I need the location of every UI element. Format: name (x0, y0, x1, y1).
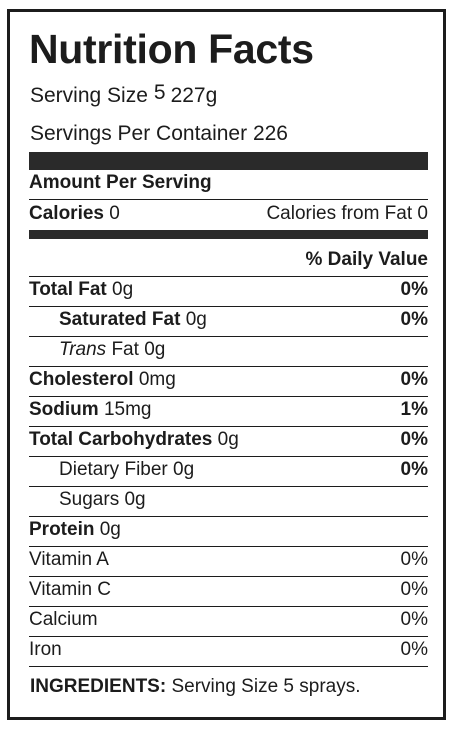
nutrient-dv: 0% (400, 369, 428, 390)
nutrient-amount: 0g (99, 519, 121, 540)
calories-from-fat: Calories from Fat 0 (266, 203, 428, 225)
nutrient-name-italic: Trans (59, 339, 107, 360)
nutrient-dv: 0% (400, 279, 428, 300)
nutrient-name: Sodium (29, 399, 99, 420)
nutrient-row: Dietary Fiber 0g 0% (29, 457, 428, 487)
vitamin-name: Vitamin A (29, 549, 109, 570)
servings-per-container-label: Servings Per Container (30, 122, 248, 145)
vitamin-row: Vitamin C 0% (29, 577, 428, 607)
label-title: Nutrition Facts (29, 26, 314, 72)
nutrient-row: Total Carbohydrates 0g 0% (29, 427, 428, 457)
vitamin-name: Calcium (29, 609, 98, 630)
vitamin-row: Calcium 0% (29, 607, 428, 637)
nutrient-row: Saturated Fat 0g 0% (29, 307, 428, 337)
nutrient-row: Total Fat 0g 0% (29, 277, 428, 307)
vitamin-row: Vitamin A 0% (29, 547, 428, 577)
thick-divider (29, 152, 428, 170)
servings-per-container-value: 226 (252, 122, 288, 145)
vitamin-row: Iron 0% (29, 637, 428, 667)
nutrient-name: Total Carbohydrates (29, 429, 213, 450)
vitamin-dv: 0% (400, 579, 428, 600)
nutrient-row: Trans Fat 0g (29, 337, 428, 367)
vitamin-name: Iron (29, 639, 62, 660)
ingredients-text: Serving Size 5 sprays. (171, 676, 361, 697)
serving-size-value: 227g (170, 84, 218, 107)
nutrient-row: Cholesterol 0mg 0% (29, 367, 428, 397)
nutrient-amount: 0g (173, 459, 195, 480)
calories-row: Calories 0 Calories from Fat 0 (29, 200, 428, 230)
nutrient-amount: 0g (112, 279, 134, 300)
nutrient-dv: 0% (400, 429, 428, 450)
nutrient-name: Fat (111, 339, 139, 360)
vitamin-dv: 0% (400, 549, 428, 570)
vitamin-dv: 0% (400, 639, 428, 660)
nutrient-dv: 0% (400, 459, 428, 480)
nutrient-name: Saturated Fat (59, 309, 181, 330)
nutrient-row: Sugars 0g (29, 487, 428, 517)
nutrient-row: Sodium 15mg 1% (29, 397, 428, 427)
calories-value: 0 (109, 203, 120, 224)
amount-per-serving-row: Amount Per Serving (29, 170, 428, 200)
serving-size-marker: 5 (153, 81, 166, 104)
servings-per-container: Servings Per Container 226 (30, 122, 288, 146)
calories-from-fat-label: Calories from Fat (266, 203, 413, 224)
vitamin-dv: 0% (400, 609, 428, 630)
nutrient-amount: 0g (185, 309, 207, 330)
medium-divider (29, 230, 428, 239)
calories-label: Calories (29, 203, 104, 224)
nutrition-label: Nutrition Facts Serving Size 5 227g Servin… (7, 9, 446, 720)
amount-per-serving: Amount Per Serving (29, 172, 212, 193)
calories: Calories 0 (29, 203, 120, 225)
nutrient-amount: 0g (144, 339, 166, 360)
serving-size-label: Serving Size (30, 84, 148, 107)
daily-value-header: % Daily Value (305, 249, 428, 270)
daily-value-header-row: % Daily Value (29, 247, 428, 277)
nutrient-dv: 0% (400, 309, 428, 330)
nutrient-amount: 0g (124, 489, 146, 510)
nutrient-amount: 0mg (138, 369, 176, 390)
nutrient-name: Dietary Fiber (59, 459, 168, 480)
vitamin-name: Vitamin C (29, 579, 112, 600)
nutrient-name: Sugars (59, 489, 120, 510)
nutrient-row: Protein 0g (29, 517, 428, 547)
nutrient-name: Cholesterol (29, 369, 134, 390)
nutrient-name: Protein (29, 519, 95, 540)
serving-size: Serving Size 5 227g (30, 81, 218, 108)
nutrient-name: Total Fat (29, 279, 107, 300)
nutrient-amount: 15mg (103, 399, 152, 420)
nutrient-amount: 0g (217, 429, 239, 450)
ingredients-label: INGREDIENTS: (30, 676, 167, 697)
ingredients: INGREDIENTS: Serving Size 5 sprays. (30, 676, 361, 698)
calories-from-fat-value: 0 (417, 203, 428, 224)
nutrient-dv: 1% (400, 399, 428, 420)
